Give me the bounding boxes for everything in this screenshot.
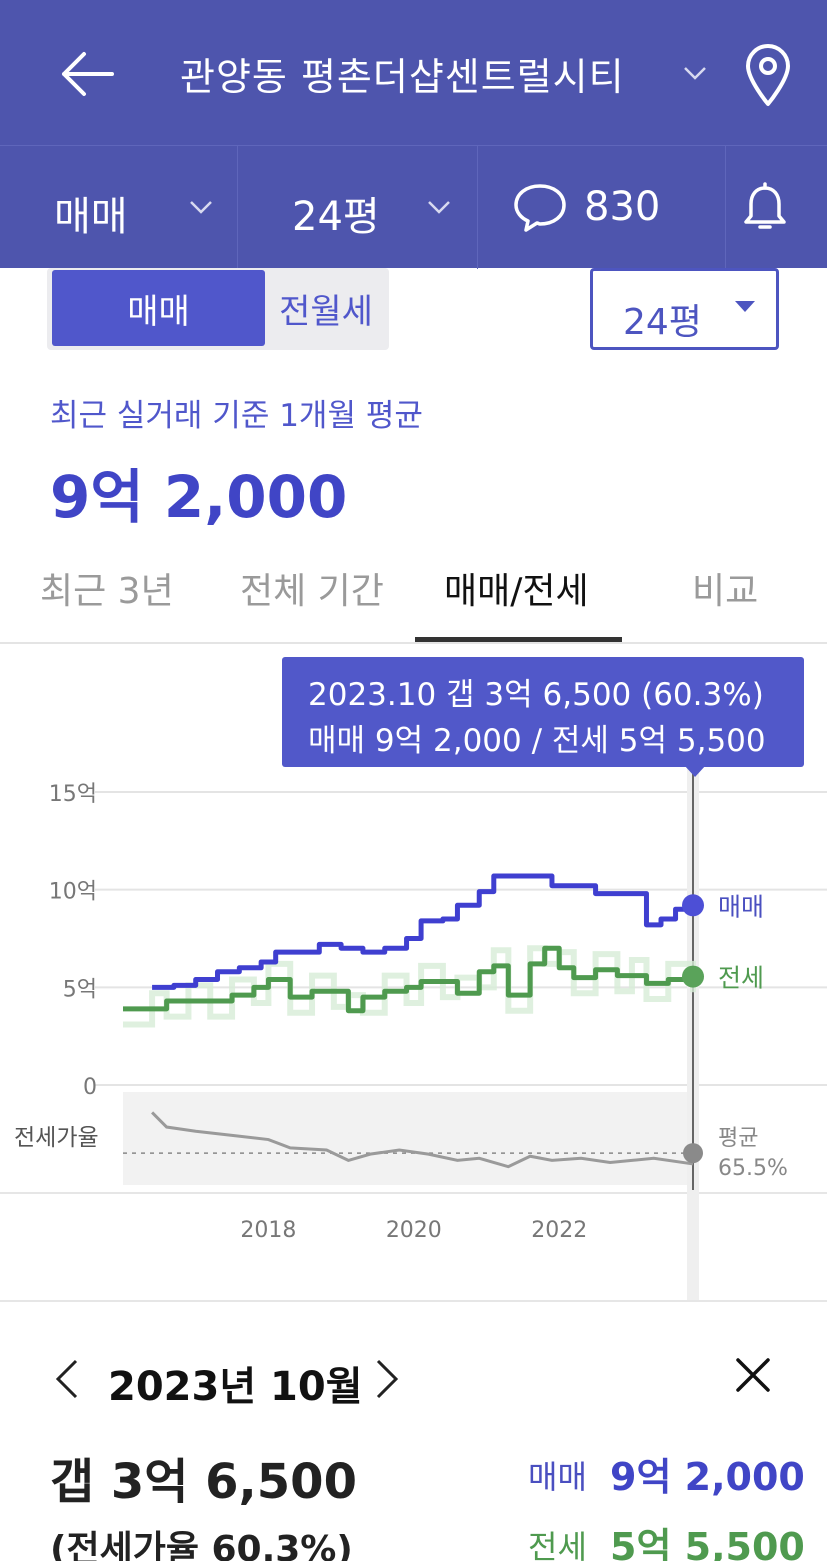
- chevron-right-icon[interactable]: [368, 1357, 404, 1401]
- caret-down-icon: [735, 301, 755, 312]
- sale-end-dot: [682, 894, 704, 917]
- active-tab-indicator: [415, 637, 622, 642]
- toggle-rent[interactable]: 전월세: [279, 291, 373, 332]
- chevron-left-icon[interactable]: [50, 1357, 86, 1401]
- gap-ratio: (전세가율 60.3%): [50, 1529, 353, 1561]
- app-header: 관양동 평촌더샵센트럴시티 매매 24평: [0, 0, 827, 269]
- comment-count: 830: [584, 184, 661, 230]
- tooltip-arrow: [684, 765, 706, 777]
- divider: [0, 1300, 827, 1302]
- size-select-label: 24평: [623, 302, 702, 343]
- tooltip-prices: 매매 9억 2,000 / 전세 5억 5,500: [308, 723, 766, 759]
- y-tick-label: 10억: [49, 880, 97, 905]
- trade-toggle: 매매 전월세: [47, 268, 389, 350]
- y-tick-label: 0: [83, 1075, 97, 1100]
- size-select[interactable]: 24평: [590, 268, 779, 350]
- chevron-down-icon: [186, 192, 216, 222]
- sale-series-label: 매매: [718, 892, 764, 921]
- x-tick-label: 2022: [531, 1218, 587, 1243]
- back-arrow-icon[interactable]: [56, 44, 120, 104]
- chart-tooltip: 2023.10 갭 3억 6,500 (60.3%) 매매 9억 2,000 /…: [282, 657, 804, 777]
- ratio-band: [123, 1092, 693, 1185]
- detail-sale-label: 매매: [528, 1458, 587, 1496]
- page-title[interactable]: 관양동 평촌더샵센트럴시티: [180, 55, 625, 99]
- size-dropdown[interactable]: 24평: [238, 146, 478, 269]
- average-label: 최근 실거래 기준 1개월 평균: [50, 398, 423, 434]
- detail-jeonse-label: 전세: [528, 1528, 587, 1561]
- chevron-down-icon[interactable]: [680, 58, 710, 88]
- jeonse-end-dot: [682, 965, 704, 988]
- ratio-line: [151, 1111, 694, 1169]
- tab-sale-jeonse[interactable]: 매매/전세: [444, 571, 589, 612]
- toggle-sale[interactable]: 매매: [52, 270, 265, 346]
- speech-bubble-icon: [512, 182, 568, 238]
- average-price: 9억 2,000: [50, 463, 348, 531]
- tooltip-gap: 2023.10 갭 3억 6,500 (60.3%): [308, 677, 764, 713]
- x-tick-label: 2018: [240, 1218, 296, 1243]
- trade-type-dropdown[interactable]: 매매: [0, 146, 238, 269]
- trade-type-label: 매매: [54, 194, 128, 240]
- month-detail-panel: 2023년 10월 갭 3억 6,500 (전세가율 60.3%) 매매 9억 …: [0, 1302, 827, 1561]
- selected-month: 2023년 10월: [108, 1364, 363, 1410]
- period-tabs: 최근 3년 전체 기간 매매/전세 비교: [0, 540, 827, 644]
- top-bar: 관양동 평촌더샵센트럴시티: [0, 0, 827, 145]
- y-tick-label: 5억: [63, 977, 97, 1002]
- ratio-end-dot: [683, 1143, 703, 1164]
- tab-all-period[interactable]: 전체 기간: [240, 571, 384, 612]
- filter-bar: 매매 24평 830: [0, 145, 827, 269]
- location-pin-icon[interactable]: [740, 42, 796, 108]
- y-tick-label: 15억: [49, 782, 97, 807]
- sale-line: [152, 873, 696, 990]
- ratio-average-label: 평균: [718, 1126, 758, 1151]
- gap-value: 갭 3억 6,500: [50, 1454, 357, 1510]
- tab-compare[interactable]: 비교: [692, 571, 759, 612]
- ratio-label: 전세가율: [14, 1125, 99, 1151]
- detail-sale-value: 9억 2,000: [610, 1455, 805, 1499]
- jeonse-series-label: 전세: [718, 964, 764, 993]
- jeonse-range-shadow: [123, 945, 696, 1028]
- chevron-down-icon: [424, 192, 454, 222]
- bell-icon: [740, 182, 790, 238]
- comments-button[interactable]: 830: [478, 146, 726, 269]
- close-icon[interactable]: [730, 1352, 776, 1398]
- jeonse-line: [123, 945, 696, 1014]
- tab-recent-3y[interactable]: 최근 3년: [40, 571, 174, 612]
- size-label: 24평: [292, 194, 380, 240]
- ratio-average-value: 65.5%: [718, 1156, 788, 1181]
- detail-jeonse-value: 5억 5,500: [610, 1525, 805, 1561]
- x-tick-label: 2020: [386, 1218, 442, 1243]
- alert-button[interactable]: [726, 146, 827, 269]
